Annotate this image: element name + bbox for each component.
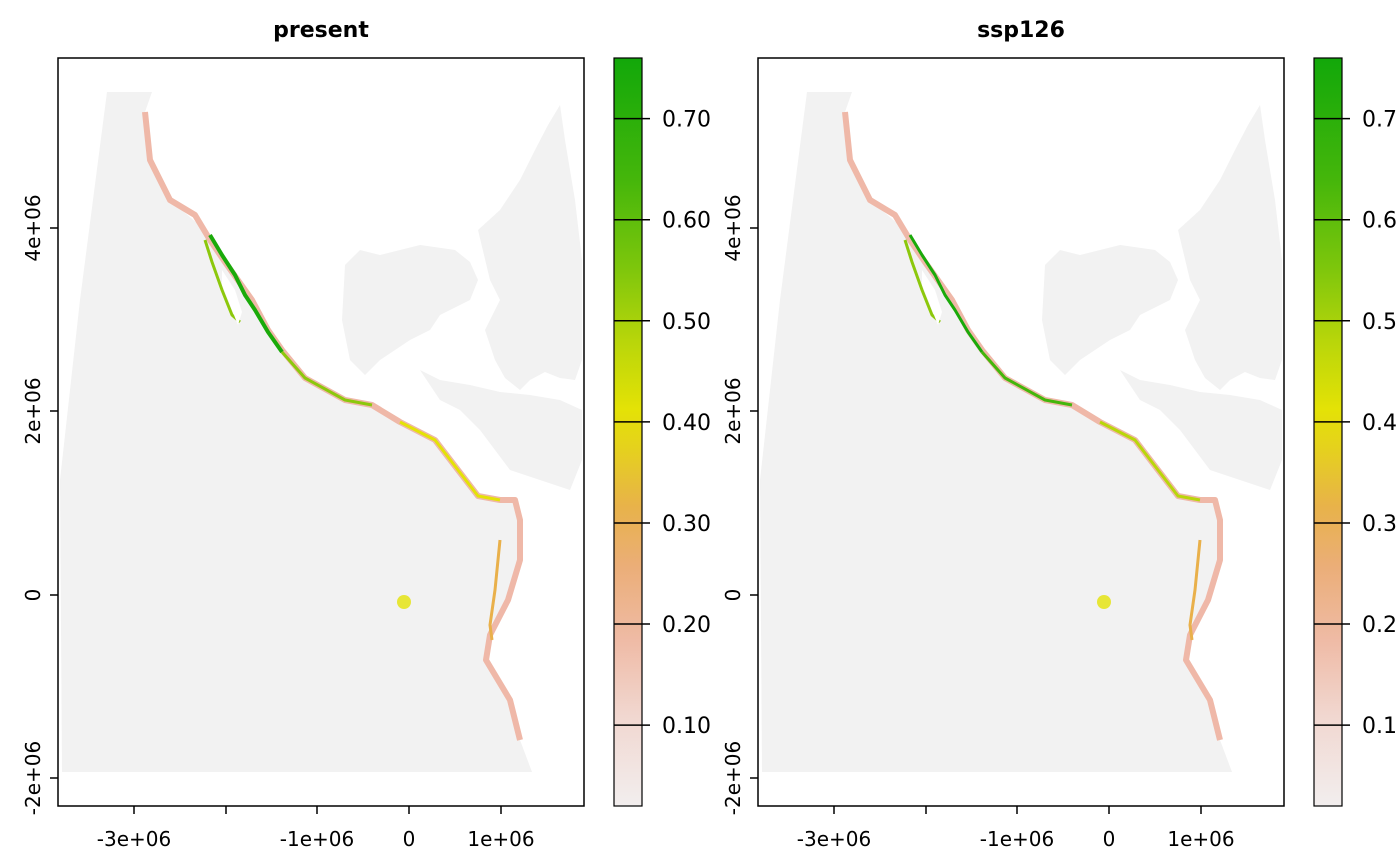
colorbar-tick-label: 0.50 (662, 310, 711, 335)
land-gulf (1042, 245, 1178, 375)
plot-frame (57, 57, 585, 807)
gulf-water (222, 270, 242, 325)
colorbar-tick-label: 0.70 (662, 108, 711, 133)
x-tick-label: 1e+06 (1167, 827, 1234, 851)
colorbar-tick-label: 0.20 (662, 613, 711, 638)
colorbar-tick-label: 0.7 (1362, 108, 1397, 133)
gulf-water (922, 270, 942, 325)
y-tick-label: 2e+06 (21, 377, 45, 444)
coast-band-south (488, 539, 502, 641)
x-tick-label: -1e+06 (980, 827, 1054, 851)
colorbar-tick-label: 0.5 (1362, 310, 1397, 335)
coast-band-baja-inner (203, 239, 241, 324)
colorbar: 0.1 0.2 0.3 0.4 0.5 0.6 0.7 (1313, 57, 1397, 807)
colorbar-tick-label: 0.1 (1362, 714, 1397, 739)
land-caribbean (1120, 370, 1282, 490)
galapagos (1097, 595, 1111, 609)
colorbar-tick-label: 0.10 (662, 714, 711, 739)
x-tick-label: -1e+06 (280, 827, 354, 851)
y-tick-label: 0 (21, 589, 45, 602)
colorbar-tick-label: 0.40 (662, 411, 711, 436)
y-axis: -2e+06 0 2e+06 4e+06 (721, 194, 758, 815)
land-atlantic (478, 105, 582, 390)
land-gulf (342, 245, 478, 375)
panel-ssp126: ssp126 -2e+06 0 2e+06 4e+06 (721, 18, 1397, 851)
panel-title: ssp126 (977, 18, 1065, 43)
y-tick-label: 2e+06 (721, 377, 745, 444)
coast-band-isthmus (399, 420, 501, 502)
galapagos (397, 595, 411, 609)
colorbar-fill (613, 57, 643, 807)
land-caribbean (420, 370, 582, 490)
coast-band-isthmus (1099, 420, 1201, 502)
colorbar-fill (1313, 57, 1343, 807)
x-axis: -3e+06 -1e+06 0 1e+06 (797, 806, 1235, 851)
y-tick-label: 4e+06 (721, 194, 745, 261)
coast-band-south (1188, 539, 1202, 641)
colorbar-tick-label: 0.30 (662, 512, 711, 537)
panel-title: present (273, 18, 369, 43)
coast-band-baja (208, 233, 284, 354)
y-axis: -2e+06 0 2e+06 4e+06 (21, 194, 58, 815)
panel-present: present -2e (21, 18, 711, 851)
x-tick-label: 0 (403, 827, 416, 851)
x-tick-label: -3e+06 (797, 827, 871, 851)
coast-band-central (280, 351, 373, 407)
ocean-raster (760, 92, 1232, 772)
colorbar-tick-label: 0.6 (1362, 209, 1397, 234)
map-area (757, 57, 1285, 807)
coast-band-baja-inner (903, 239, 941, 324)
coast-band-baja (908, 234, 984, 353)
ocean-raster (60, 92, 532, 772)
y-tick-label: 0 (721, 589, 745, 602)
colorbar-tick-label: 0.4 (1362, 411, 1397, 436)
y-tick-label: -2e+06 (721, 741, 745, 815)
x-tick-label: -3e+06 (97, 827, 171, 851)
colorbar-tick-label: 0.60 (662, 209, 711, 234)
y-tick-label: -2e+06 (21, 741, 45, 815)
coast-band-central (980, 351, 1073, 407)
map-area (57, 57, 585, 807)
x-tick-label: 1e+06 (467, 827, 534, 851)
x-axis: -3e+06 -1e+06 0 1e+06 (97, 806, 535, 851)
plot-frame (757, 57, 1285, 807)
colorbar: 0.10 0.20 0.30 0.40 0.50 0.60 0.70 (613, 57, 711, 807)
colorbar-tick-label: 0.2 (1362, 613, 1397, 638)
colorbar-tick-label: 0.3 (1362, 512, 1397, 537)
y-tick-label: 4e+06 (21, 194, 45, 261)
x-tick-label: 0 (1103, 827, 1116, 851)
land-atlantic (1178, 105, 1282, 390)
